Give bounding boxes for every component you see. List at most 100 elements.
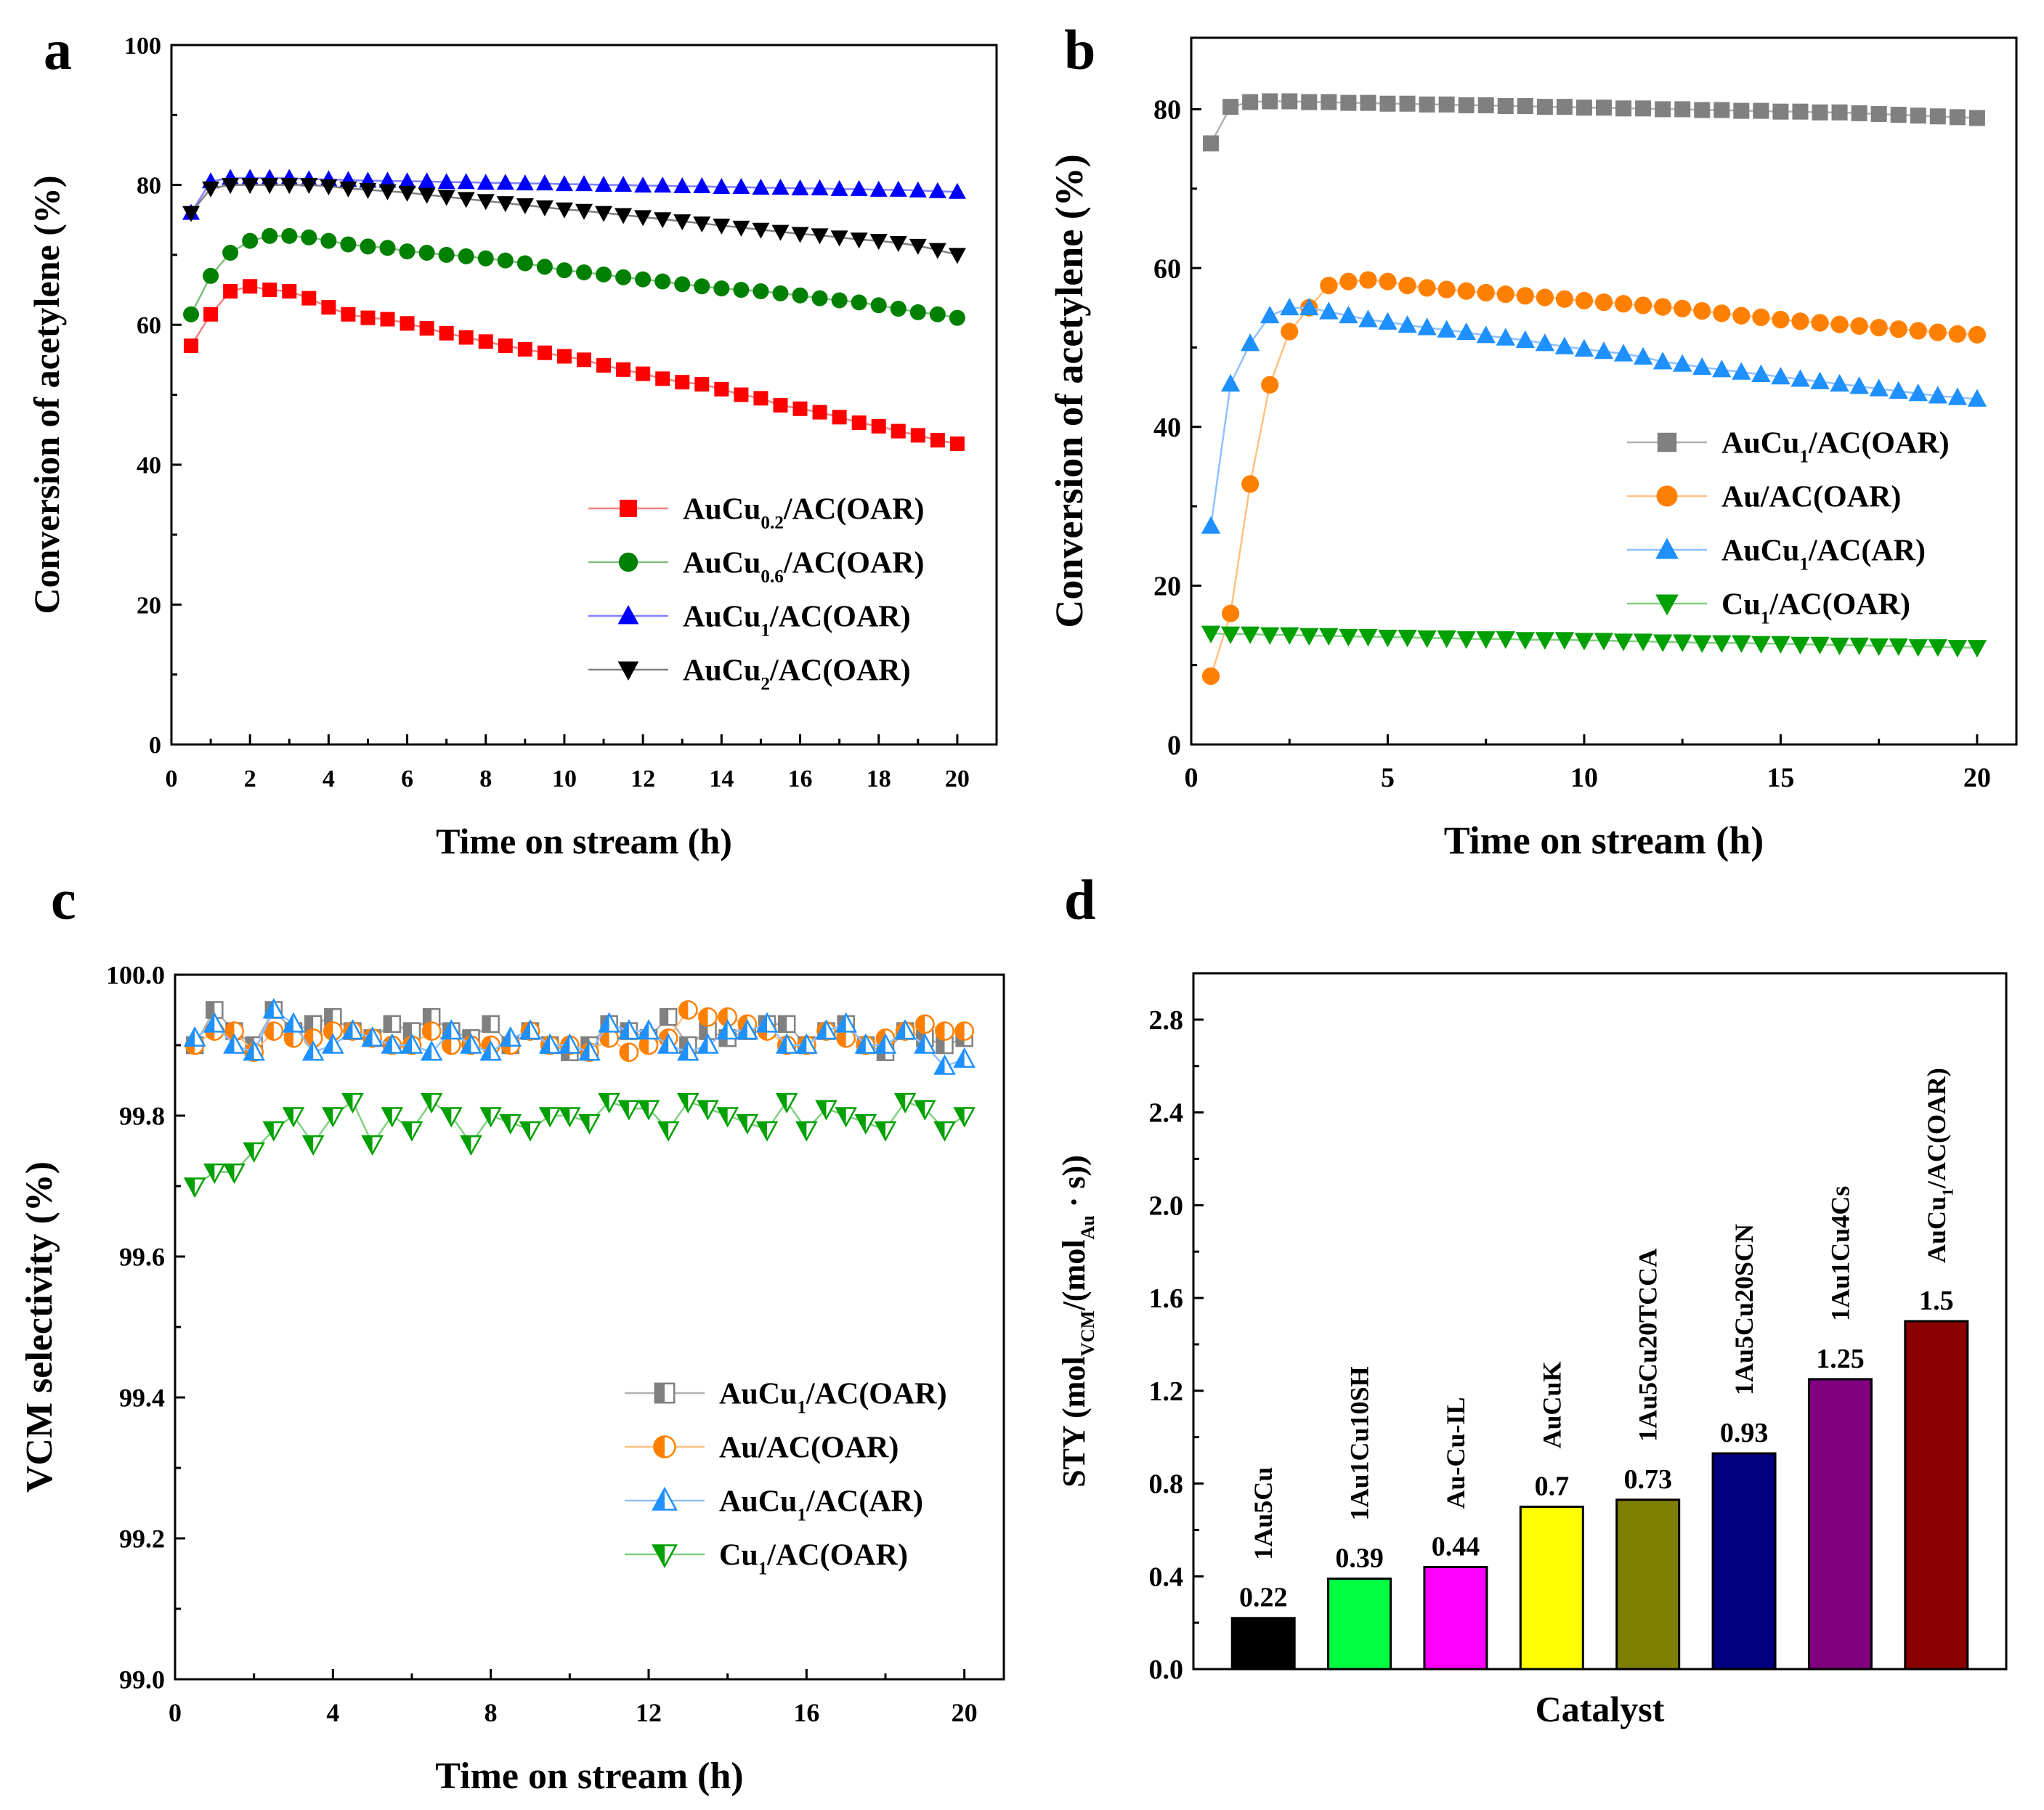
- y-tick-label: 60: [1153, 253, 1181, 284]
- data-point: [243, 1040, 265, 1061]
- data-point: [775, 1033, 798, 1054]
- data-point: [1203, 135, 1220, 152]
- bar: [1519, 1505, 1584, 1671]
- data-point: [499, 1026, 522, 1047]
- series-cu1-ac-oar: [183, 1092, 976, 1198]
- data-point: [617, 1019, 641, 1040]
- legend: AuCu0.2/AC(OAR) AuCu0.6/AC(OAR) AuCu1/AC(O…: [588, 493, 925, 694]
- data-point: [1594, 633, 1614, 651]
- data-point: [771, 224, 790, 241]
- plot-frame: [1190, 36, 2018, 746]
- data-point: [439, 325, 454, 341]
- data-point: [1220, 626, 1241, 644]
- data-point: [1968, 325, 1987, 344]
- data-point: [460, 1033, 482, 1054]
- data-point: [1830, 637, 1849, 656]
- data-point: [1615, 100, 1632, 117]
- bar-category-label: AuCuK: [1537, 1361, 1566, 1448]
- data-point: [1869, 378, 1889, 397]
- data-point: [598, 1012, 620, 1033]
- bar-1au5cu: 0.22 1Au5Cu: [1230, 1467, 1296, 1671]
- data-point: [1870, 318, 1888, 337]
- legend-marker: [617, 661, 639, 681]
- data-point: [1201, 667, 1220, 686]
- data-point: [869, 180, 888, 197]
- data-point: [1772, 103, 1789, 120]
- data-point: [437, 173, 455, 190]
- data-point: [1456, 322, 1476, 341]
- data-point: [361, 1135, 384, 1156]
- data-point: [400, 1033, 423, 1054]
- y-tick-label: 2.4: [1149, 1098, 1184, 1129]
- data-point: [419, 321, 434, 336]
- data-point: [1594, 341, 1614, 360]
- data-point: [948, 248, 966, 264]
- legend-item: AuCu1/AC(OAR): [1627, 427, 1950, 466]
- legend-label: AuCu1/AC(OAR): [683, 601, 911, 641]
- y-tick-label: 2.0: [1149, 1190, 1184, 1221]
- data-point: [694, 278, 710, 295]
- data-point: [1849, 637, 1869, 656]
- legend-label: AuCu2/AC(OAR): [683, 654, 911, 694]
- plot-frame: [1192, 972, 2008, 1671]
- chart-panel-c: 0 4 8 12 16 20 99.0 99.2 99.4 99.6 99.8 100.0 Time o…: [19, 961, 1005, 1797]
- x-tick-label: 12: [630, 766, 655, 792]
- x-tick-label: 8: [479, 766, 492, 792]
- legend-marker: [618, 552, 638, 572]
- data-point: [1378, 629, 1398, 648]
- bar: [1615, 1498, 1681, 1671]
- data-point: [482, 1015, 500, 1034]
- data-point: [914, 1100, 936, 1121]
- data-point: [637, 1100, 660, 1121]
- data-point: [732, 177, 750, 194]
- bar-value-label: 1.25: [1816, 1344, 1865, 1374]
- data-point: [752, 222, 770, 239]
- data-point: [1967, 389, 1987, 407]
- x-axis-label: Catalyst: [1536, 1689, 1665, 1729]
- data-point: [399, 243, 415, 260]
- bar-category-label: AuCu1/AC(OAR): [1922, 1068, 1957, 1263]
- legend-label: Au/AC(OAR): [719, 1432, 899, 1465]
- data-point: [914, 1033, 936, 1054]
- data-point: [282, 283, 297, 299]
- series-aucu1-ac-ar: [183, 998, 976, 1075]
- data-point: [1928, 386, 1948, 404]
- data-point: [1261, 376, 1279, 394]
- data-point: [1732, 635, 1751, 653]
- panel-label-c: c: [51, 868, 76, 931]
- data-point: [1536, 99, 1553, 115]
- legend-label: Cu1/AC(OAR): [1721, 588, 1910, 628]
- legend-marker: [654, 1382, 676, 1404]
- data-point: [1674, 101, 1691, 118]
- data-point: [1790, 636, 1810, 654]
- data-point: [1909, 322, 1927, 340]
- data-point: [361, 1026, 384, 1047]
- legend-item: Cu1/AC(OAR): [1627, 588, 1910, 628]
- bar-value-label: 0.7: [1535, 1471, 1570, 1501]
- data-point: [1260, 305, 1280, 324]
- data-point: [1476, 631, 1496, 649]
- chart-panel-b: 0 5 10 15 20 0 20 40 60 80 Time on stream (h) Conve…: [1047, 36, 2018, 862]
- legend-item: Cu1/AC(OAR): [625, 1539, 908, 1578]
- data-point: [851, 294, 867, 311]
- data-point: [440, 1019, 463, 1040]
- data-point: [1360, 94, 1376, 111]
- bar: [1423, 1565, 1488, 1671]
- data-point: [1496, 328, 1515, 346]
- legend-marker: [1655, 594, 1679, 616]
- legend-label: Au/AC(OAR): [1721, 481, 1901, 514]
- bar-value-label: 0.22: [1239, 1583, 1288, 1613]
- data-point: [675, 375, 690, 390]
- x-tick-label: 0: [1185, 763, 1199, 793]
- data-point: [854, 1033, 877, 1054]
- data-point: [339, 181, 357, 198]
- data-point: [815, 1100, 838, 1121]
- data-point: [1476, 325, 1496, 344]
- data-point: [264, 1021, 284, 1041]
- y-tick-label: 80: [137, 173, 161, 200]
- bar-aucuk: 0.7 AuCuK: [1519, 1361, 1584, 1671]
- legend-label: AuCu0.6/AC(OAR): [683, 547, 925, 587]
- bar-value-label: 0.93: [1720, 1418, 1769, 1448]
- data-point: [1281, 322, 1299, 341]
- bar-1au5cu20tcca: 0.73 1Au5Cu20TCCA: [1615, 1249, 1681, 1671]
